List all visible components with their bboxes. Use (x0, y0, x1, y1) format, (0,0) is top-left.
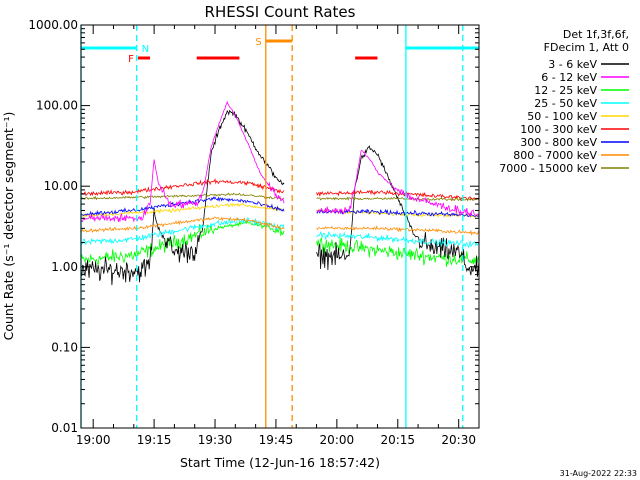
legend-label: 12 - 25 keV (534, 84, 597, 97)
legend-label: 800 - 7000 keV (513, 149, 597, 162)
legend-label: 25 - 50 keV (534, 97, 597, 110)
series-25-50keV-line (80, 217, 480, 249)
y-tick-label: 10.00 (44, 179, 78, 193)
y-tick-label: 1000.00 (28, 18, 78, 32)
flag-label-s: S (255, 37, 261, 48)
x-tick-label: 20:15 (380, 433, 415, 447)
series-12-25keV-line (80, 220, 480, 267)
series-6-12keV-line (80, 100, 480, 223)
y-tick-label: 100.00 (36, 99, 78, 113)
legend-label: 50 - 100 keV (527, 110, 597, 123)
x-tick-label: 20:00 (320, 433, 355, 447)
flag-label-n: N (142, 44, 149, 55)
x-tick-label: 19:00 (76, 433, 111, 447)
y-axis-ticks: 0.01 0.10 1.00 10.00 100.00 1000.00 (28, 18, 479, 435)
flag-label-f: F (128, 54, 134, 65)
x-tick-label: 20:30 (441, 433, 476, 447)
legend-label: 6 - 12 keV (541, 71, 597, 84)
y-axis-label: Count Rate (s⁻¹ detector segment⁻¹) (1, 112, 16, 341)
y-tick-label: 1.00 (51, 260, 78, 274)
legend-header-decimation: FDecim 1, Att 0 (544, 41, 629, 54)
y-tick-label: 0.01 (51, 421, 78, 435)
plot-frame (80, 24, 480, 429)
chart-title: RHESSI Count Rates (205, 3, 356, 21)
series-100-300keV-line (80, 177, 480, 201)
x-tick-label: 19:45 (259, 433, 294, 447)
series-800-7000keV-line (80, 216, 480, 236)
legend-label: 7000 - 15000 keV (499, 162, 597, 175)
x-tick-label: 19:30 (198, 433, 233, 447)
generation-timestamp: 31-Aug-2022 22:33 (560, 469, 637, 478)
series-7000-15000keV-line (80, 192, 480, 202)
count-rate-traces (80, 100, 480, 286)
legend-label: 100 - 300 keV (520, 123, 597, 136)
y-tick-label: 0.10 (51, 340, 78, 354)
legend-header-detectors: Det 1f,3f,6f, (563, 28, 629, 41)
legend-label: 3 - 6 keV (548, 58, 597, 71)
x-axis-ticks: 19:00 19:15 19:30 19:45 20:00 20:15 20:30 (76, 25, 480, 447)
legend: Det 1f,3f,6f, FDecim 1, Att 0 3 - 6 keV6… (499, 28, 629, 175)
x-axis-label: Start Time (12-Jun-16 18:57:42) (180, 455, 380, 470)
x-tick-label: 19:15 (137, 433, 172, 447)
series-3-6keV-line (80, 109, 480, 286)
legend-label: 300 - 800 keV (520, 136, 597, 149)
